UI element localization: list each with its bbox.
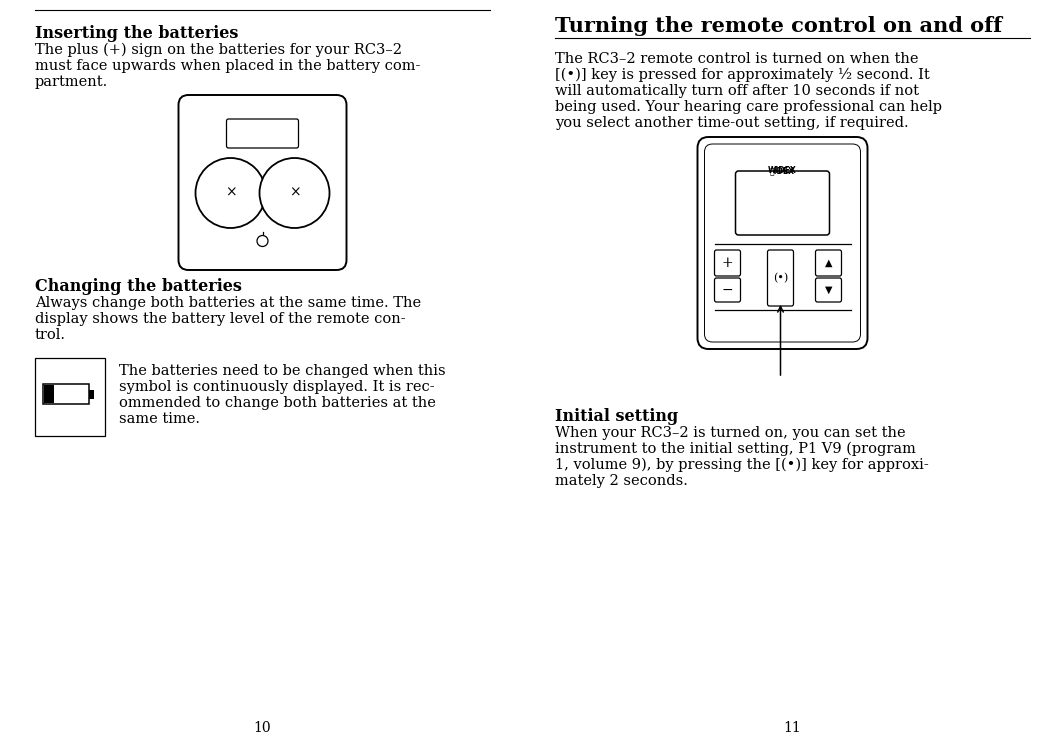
- Text: +: +: [722, 256, 733, 270]
- Bar: [89, 390, 94, 399]
- Text: ×: ×: [289, 186, 301, 200]
- FancyBboxPatch shape: [815, 278, 842, 302]
- FancyBboxPatch shape: [736, 171, 829, 235]
- Text: partment.: partment.: [35, 75, 108, 89]
- Bar: [43, 384, 89, 404]
- FancyBboxPatch shape: [714, 278, 741, 302]
- Text: symbol is continuously displayed. It is rec-: symbol is continuously displayed. It is …: [119, 380, 435, 394]
- Text: Changing the batteries: Changing the batteries: [35, 278, 242, 295]
- Circle shape: [259, 158, 330, 228]
- Text: [(•)] key is pressed for approximately ½ second. It: [(•)] key is pressed for approximately ½…: [555, 68, 930, 83]
- Text: The plus (+) sign on the batteries for your RC3–2: The plus (+) sign on the batteries for y…: [35, 43, 402, 57]
- Bar: [44, 385, 54, 403]
- Circle shape: [196, 158, 266, 228]
- Text: Turning the remote control on and off: Turning the remote control on and off: [555, 16, 1002, 36]
- Text: trol.: trol.: [35, 328, 66, 342]
- Text: When your RC3–2 is turned on, you can set the: When your RC3–2 is turned on, you can se…: [555, 426, 906, 440]
- FancyBboxPatch shape: [767, 250, 793, 306]
- FancyBboxPatch shape: [714, 250, 741, 276]
- Bar: [35, 358, 105, 436]
- FancyBboxPatch shape: [179, 95, 347, 270]
- Text: being used. Your hearing care professional can help: being used. Your hearing care profession…: [555, 100, 942, 114]
- Circle shape: [257, 236, 268, 246]
- Text: will automatically turn off after 10 seconds if not: will automatically turn off after 10 sec…: [555, 84, 919, 98]
- Text: Always change both batteries at the same time. The: Always change both batteries at the same…: [35, 296, 421, 310]
- Text: 1, volume 9), by pressing the [(•)] key for approxi-: 1, volume 9), by pressing the [(•)] key …: [555, 458, 929, 472]
- Text: ommended to change both batteries at the: ommended to change both batteries at the: [119, 396, 436, 410]
- Text: The batteries need to be changed when this: The batteries need to be changed when th…: [119, 364, 445, 378]
- Text: ⓌIDEX: ⓌIDEX: [770, 166, 795, 175]
- Text: same time.: same time.: [119, 412, 200, 426]
- FancyBboxPatch shape: [815, 250, 842, 276]
- Text: Initial setting: Initial setting: [555, 408, 678, 425]
- Text: WIDEX: WIDEX: [769, 166, 797, 175]
- Text: 11: 11: [783, 721, 802, 735]
- FancyBboxPatch shape: [226, 119, 299, 148]
- Text: Inserting the batteries: Inserting the batteries: [35, 25, 238, 42]
- Text: instrument to the initial setting, P1 V9 (program: instrument to the initial setting, P1 V9…: [555, 442, 916, 457]
- FancyBboxPatch shape: [697, 137, 867, 349]
- Text: −: −: [722, 283, 733, 297]
- Text: (•): (•): [773, 273, 788, 283]
- Text: 10: 10: [254, 721, 271, 735]
- Text: ▼: ▼: [825, 285, 832, 295]
- Text: display shows the battery level of the remote con-: display shows the battery level of the r…: [35, 312, 406, 326]
- Text: must face upwards when placed in the battery com-: must face upwards when placed in the bat…: [35, 59, 420, 73]
- Text: ×: ×: [224, 186, 236, 200]
- Text: you select another time-out setting, if required.: you select another time-out setting, if …: [555, 116, 909, 130]
- Text: mately 2 seconds.: mately 2 seconds.: [555, 474, 688, 488]
- Text: The RC3–2 remote control is turned on when the: The RC3–2 remote control is turned on wh…: [555, 52, 918, 66]
- Text: ▲: ▲: [825, 258, 832, 268]
